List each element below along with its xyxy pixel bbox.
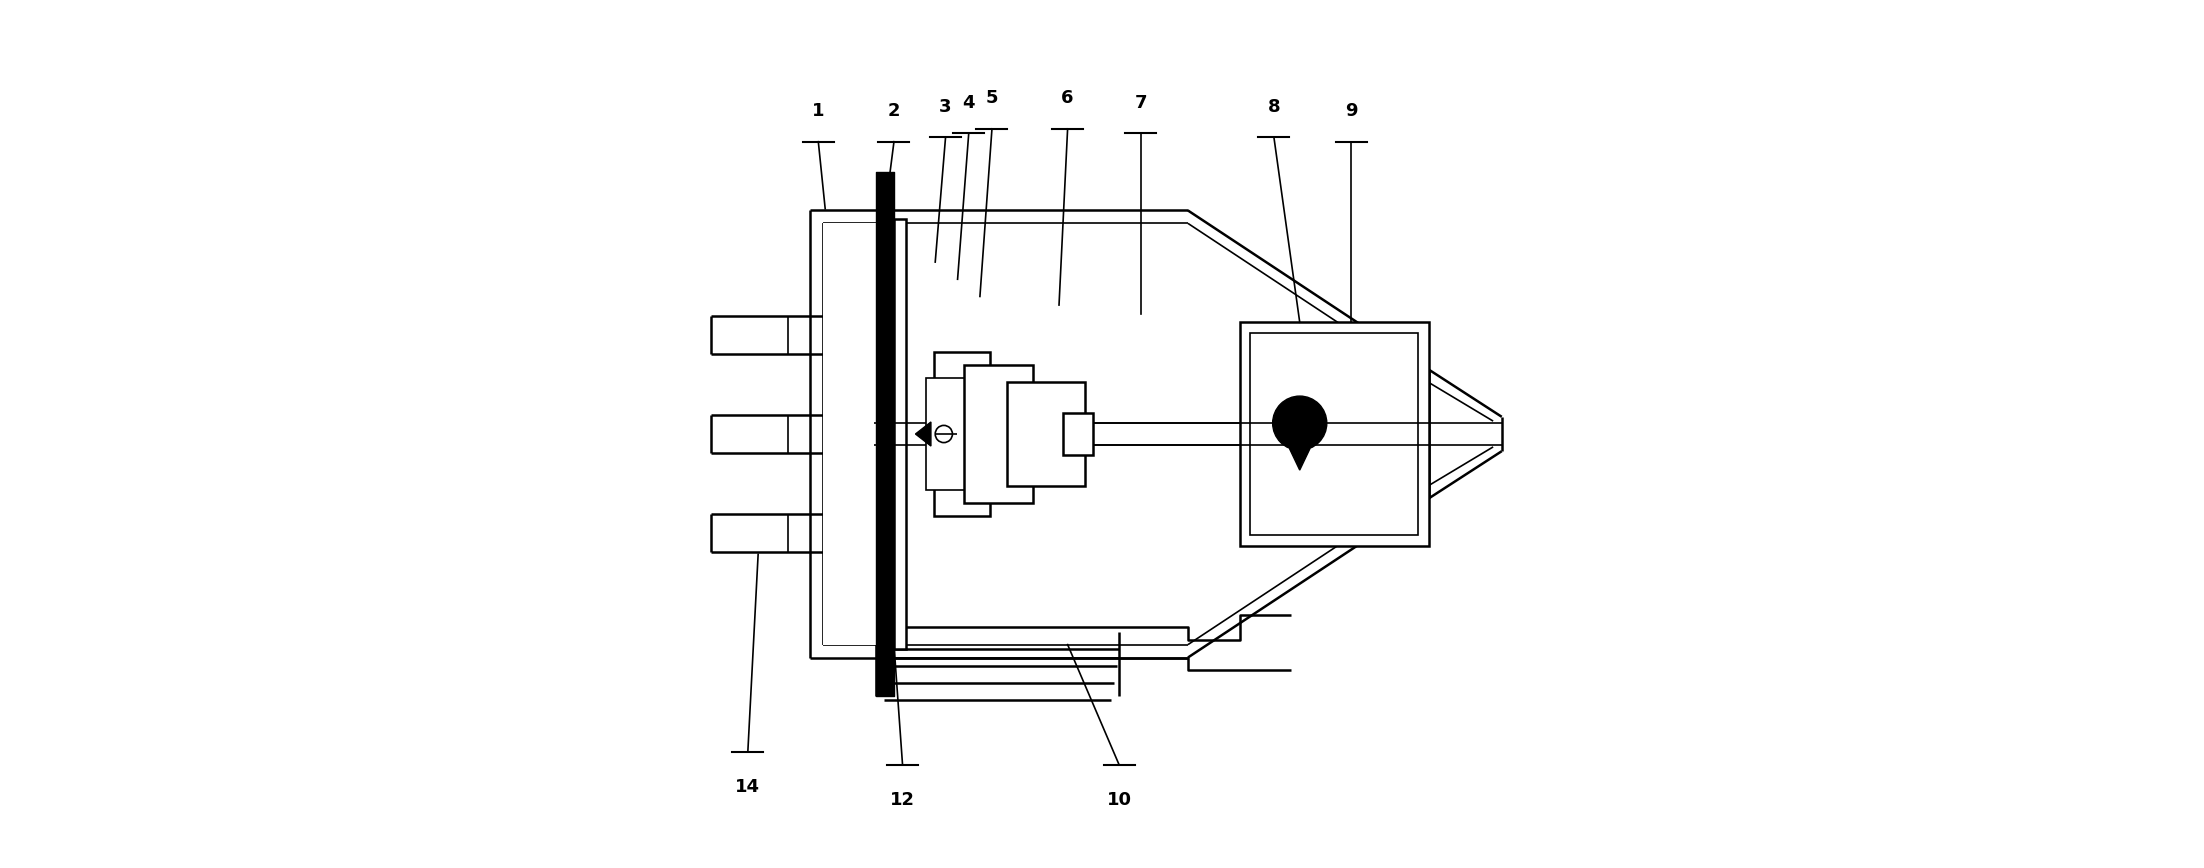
Bar	[1239, 322, 1428, 546]
Bar	[1250, 332, 1419, 536]
Bar	[1062, 412, 1093, 456]
Bar	[965, 365, 1034, 503]
Text: 8: 8	[1267, 98, 1281, 116]
Text: 7: 7	[1135, 94, 1146, 112]
Text: 3: 3	[939, 98, 952, 116]
Text: 1: 1	[811, 102, 824, 121]
Text: 2: 2	[888, 102, 899, 121]
Text: 12: 12	[890, 791, 915, 809]
Circle shape	[934, 425, 952, 443]
Bar	[895, 219, 906, 649]
Polygon shape	[1289, 449, 1309, 470]
Text: 4: 4	[963, 94, 974, 112]
Bar	[926, 378, 998, 490]
Bar	[1007, 383, 1084, 485]
Text: 10: 10	[1106, 791, 1131, 809]
Polygon shape	[915, 422, 930, 446]
Text: 6: 6	[1062, 89, 1073, 108]
Bar	[934, 352, 990, 516]
Text: 5: 5	[985, 89, 998, 108]
Text: 9: 9	[1344, 102, 1358, 121]
Circle shape	[1272, 396, 1327, 450]
Text: 14: 14	[736, 778, 760, 796]
Bar	[822, 223, 875, 645]
